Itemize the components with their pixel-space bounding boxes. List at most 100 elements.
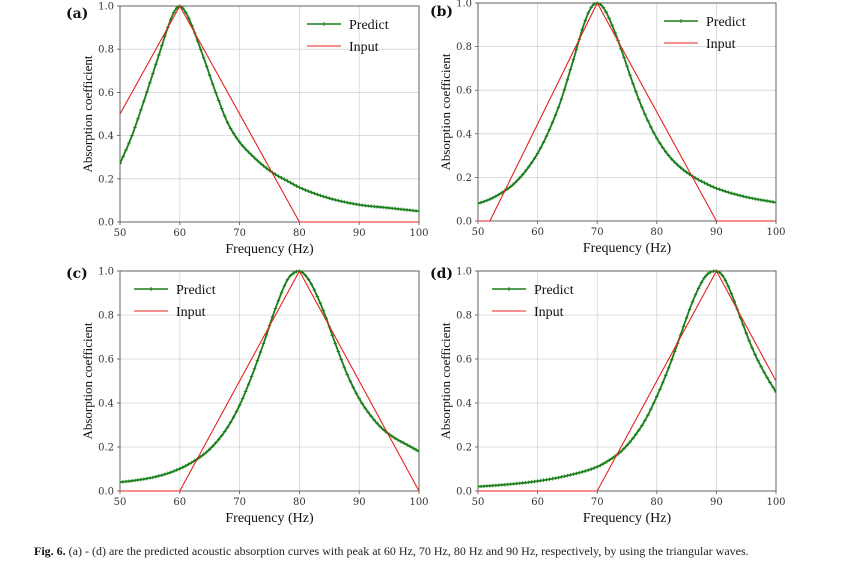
predict-marker <box>154 62 158 67</box>
predict-marker <box>360 401 364 406</box>
x-tick-label: 70 <box>591 227 604 238</box>
predict-marker <box>741 194 746 199</box>
predict-marker <box>732 192 737 196</box>
predict-marker <box>681 168 686 172</box>
predict-marker <box>213 441 218 445</box>
y-tick-label: 0.4 <box>98 399 114 410</box>
predict-marker <box>491 195 495 200</box>
predict-marker <box>583 18 588 23</box>
predict-marker <box>696 286 701 291</box>
predict-marker <box>252 156 257 160</box>
predict-marker <box>702 181 707 185</box>
series-input-line <box>120 4 419 223</box>
predict-marker <box>574 47 579 52</box>
predict-marker <box>762 370 766 374</box>
predict-marker <box>705 182 710 187</box>
predict-marker <box>148 81 152 85</box>
predict-marker <box>672 160 677 164</box>
predict-marker <box>282 283 287 288</box>
predict-marker <box>637 428 641 432</box>
predict-marker <box>559 475 564 479</box>
predict-marker <box>577 470 582 475</box>
predict-marker <box>714 186 719 191</box>
predict-marker <box>279 176 284 180</box>
x-tick-label: 70 <box>591 497 604 508</box>
predict-marker <box>357 396 361 401</box>
predict-marker <box>660 380 665 385</box>
predict-marker <box>580 27 585 32</box>
predict-marker <box>249 374 254 379</box>
y-tick-label: 0.6 <box>456 86 472 97</box>
legend: Predict Input <box>134 283 216 320</box>
predict-marker <box>219 433 224 438</box>
predict-marker <box>541 478 546 482</box>
predict-marker <box>258 161 263 166</box>
series-input-line <box>478 1 776 222</box>
predict-marker <box>544 477 549 482</box>
predict-marker <box>774 200 776 205</box>
predict-marker <box>315 192 320 197</box>
predict-marker <box>723 189 728 194</box>
predict-marker <box>342 365 347 370</box>
legend-label-predict: Predict <box>534 283 574 298</box>
predict-marker <box>204 450 209 454</box>
legend-label-predict: Predict <box>706 15 746 30</box>
y-tick-label: 0.6 <box>98 355 114 366</box>
predict-marker <box>312 191 317 196</box>
plot-area <box>478 1 776 222</box>
y-tick-label: 0.8 <box>98 45 114 56</box>
predict-marker <box>219 106 224 111</box>
predict-marker <box>547 477 552 482</box>
predict-marker <box>750 196 754 201</box>
predict-marker <box>726 284 731 289</box>
predict-marker <box>583 469 588 473</box>
x-tick-label: 90 <box>353 228 366 239</box>
predict-marker <box>396 438 400 442</box>
predict-marker <box>348 379 353 383</box>
predict-marker <box>120 161 122 166</box>
predict-marker <box>375 421 379 426</box>
predict-marker <box>643 418 647 423</box>
legend-label-input: Input <box>534 305 564 320</box>
predict-marker <box>186 16 191 21</box>
predict-marker <box>750 346 754 350</box>
legend: Predict Input <box>664 15 746 52</box>
predict-marker <box>157 53 161 57</box>
predict-marker <box>711 185 716 189</box>
y-tick-label: 0.6 <box>98 88 114 99</box>
predict-marker <box>172 469 176 473</box>
predict-marker <box>339 199 344 204</box>
predict-marker <box>136 117 140 121</box>
legend-marker <box>149 287 153 291</box>
plot-frame <box>477 270 777 492</box>
predict-marker <box>148 476 152 480</box>
predict-marker <box>663 149 668 154</box>
predict-marker <box>693 293 698 297</box>
predict-marker <box>405 443 409 447</box>
legend-label-input: Input <box>176 305 206 320</box>
legend-marker <box>679 19 683 23</box>
predict-marker <box>479 200 483 205</box>
predict-marker <box>273 172 278 177</box>
predict-marker <box>198 47 203 52</box>
y-tick-label: 0.2 <box>98 174 114 185</box>
predict-marker <box>270 314 275 319</box>
panel-label: (d) <box>430 266 453 282</box>
predict-marker <box>702 275 707 280</box>
predict-marker <box>180 465 185 470</box>
predict-marker <box>553 476 558 480</box>
predict-marker <box>210 82 215 86</box>
predict-marker <box>625 443 629 448</box>
predict-marker <box>213 90 218 95</box>
predict-marker <box>261 341 266 346</box>
predict-marker <box>357 202 361 207</box>
predict-marker <box>634 432 638 437</box>
plot-frame <box>477 2 777 222</box>
predict-marker <box>568 473 573 477</box>
predict-marker <box>610 456 614 461</box>
predict-marker <box>666 366 671 370</box>
predict-marker <box>121 155 125 159</box>
predict-marker <box>753 352 757 357</box>
predict-marker <box>160 473 164 477</box>
predict-marker <box>339 357 344 362</box>
